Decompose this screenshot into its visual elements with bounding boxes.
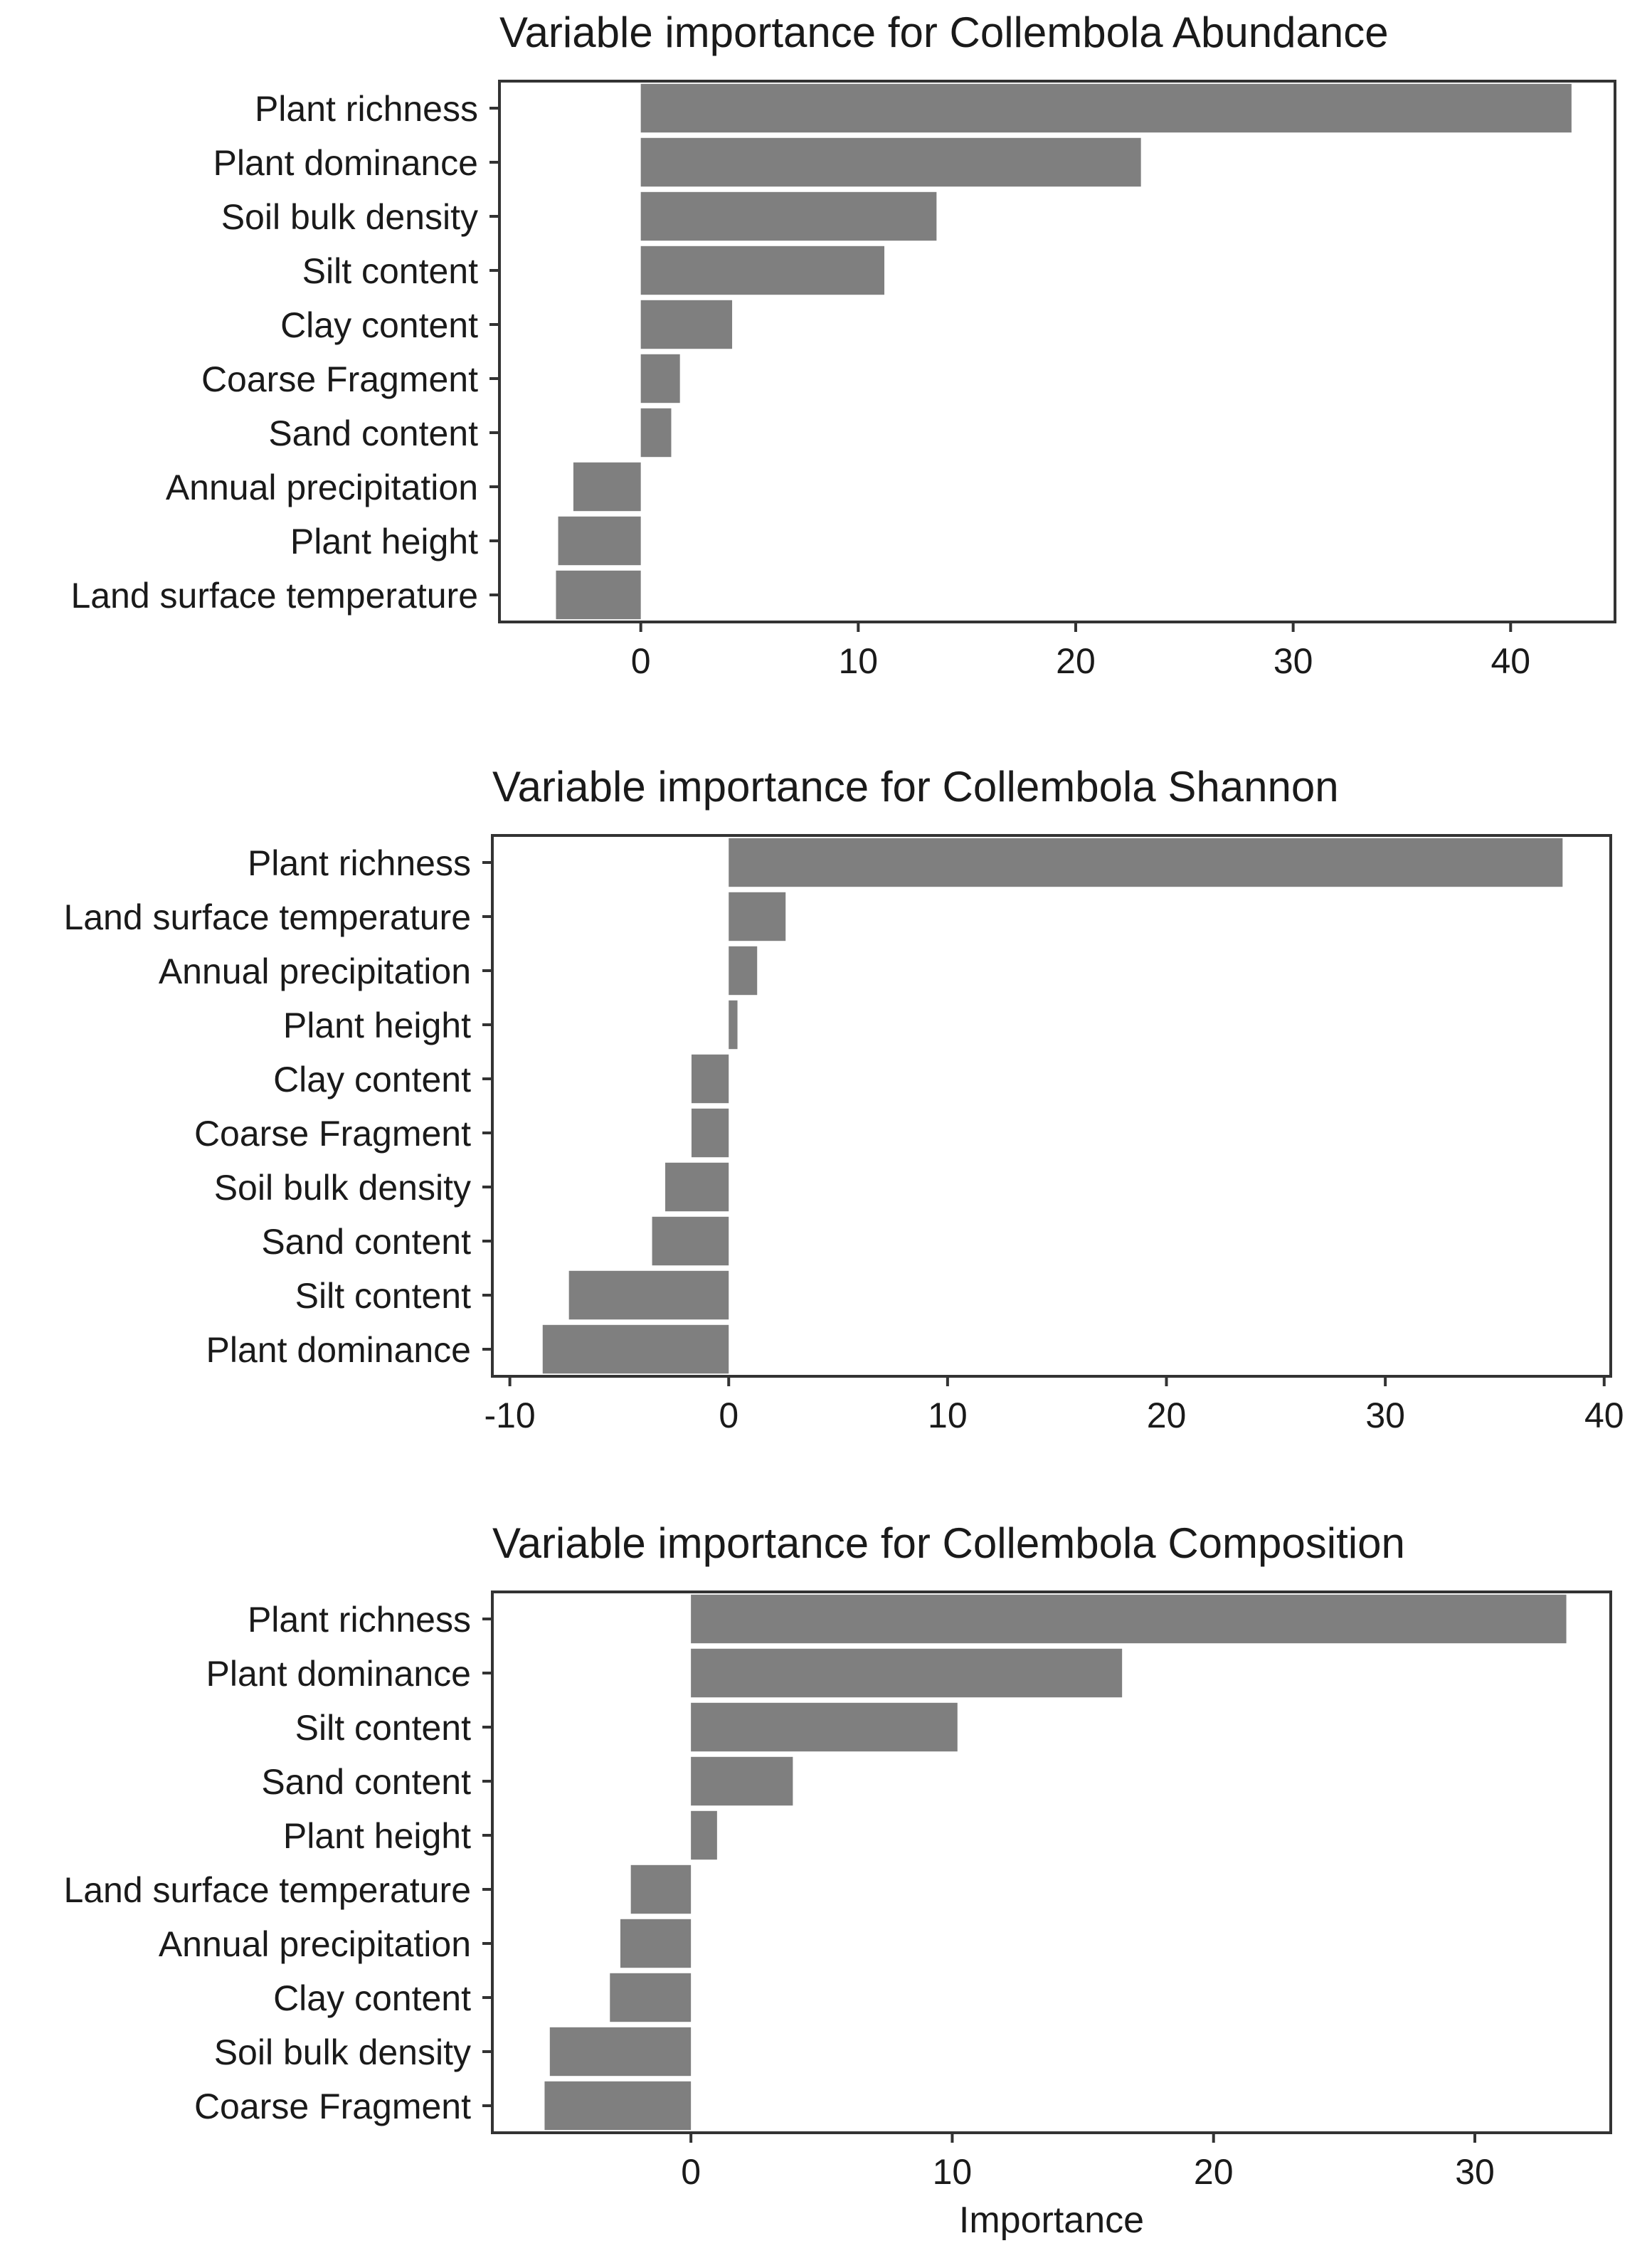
bar <box>691 1810 717 1860</box>
y-tick-label: Sand content <box>261 1762 471 1802</box>
x-tick-label: 10 <box>933 2152 973 2192</box>
x-tick-label: 10 <box>928 1396 968 1435</box>
x-tick-label: 0 <box>681 2152 701 2192</box>
y-tick-label: Coarse Fragment <box>201 359 478 399</box>
y-tick-label: Plant dominance <box>206 1654 471 1694</box>
y-tick-label: Soil bulk density <box>221 197 478 237</box>
x-tick-label: 30 <box>1274 641 1313 681</box>
plot-frame <box>491 834 1612 1378</box>
x-tick-label: 20 <box>1147 1396 1187 1435</box>
x-tick-label: 0 <box>631 641 651 681</box>
bar <box>549 2027 692 2077</box>
bar <box>691 1648 1123 1698</box>
y-tick-label: Sand content <box>268 413 478 453</box>
y-tick-label: Silt content <box>295 1276 471 1316</box>
plot-frame <box>491 1590 1612 2134</box>
bar <box>729 946 758 996</box>
x-tick-label: 10 <box>839 641 879 681</box>
bar <box>620 1919 692 1968</box>
x-tick-label: 0 <box>719 1396 738 1435</box>
bar <box>556 570 641 620</box>
y-tick-label: Annual precipitation <box>159 951 471 991</box>
y-tick-label: Plant height <box>283 1006 471 1045</box>
bar <box>544 2081 692 2131</box>
y-tick-label: Clay content <box>280 305 478 345</box>
bar <box>542 1324 729 1374</box>
y-tick-label: Clay content <box>273 1060 471 1099</box>
bar <box>640 191 937 241</box>
x-tick-label: -10 <box>484 1396 535 1435</box>
bar <box>640 300 733 349</box>
y-tick-label: Annual precipitation <box>159 1924 471 1964</box>
y-tick-label: Clay content <box>273 1978 471 2018</box>
bar <box>652 1216 729 1266</box>
x-tick-label: 40 <box>1584 1396 1624 1435</box>
bar <box>640 246 885 295</box>
y-tick-label: Silt content <box>295 1708 471 1748</box>
bar <box>640 408 672 458</box>
y-tick-label: Soil bulk density <box>214 1168 471 1208</box>
y-tick-label: Land surface temperature <box>70 576 478 616</box>
bar <box>729 892 786 941</box>
chart-title: Variable importance for Collembola Compo… <box>492 1519 1405 1567</box>
plot-frame <box>498 80 1616 623</box>
y-tick-label: Plant dominance <box>213 143 478 183</box>
y-tick-label: Silt content <box>302 251 478 291</box>
bar <box>640 83 1572 133</box>
chart-title: Variable importance for Collembola Abund… <box>499 9 1389 56</box>
y-tick-label: Plant richness <box>248 843 471 883</box>
y-tick-label: Coarse Fragment <box>194 2086 471 2126</box>
bar <box>568 1270 729 1320</box>
x-tick-label: 30 <box>1455 2152 1495 2192</box>
y-tick-label: Plant richness <box>255 89 478 129</box>
x-tick-label: 40 <box>1490 641 1530 681</box>
bar <box>630 1864 692 1914</box>
bar <box>573 462 641 512</box>
y-tick-label: Land surface temperature <box>63 897 471 937</box>
y-tick-label: Land surface temperature <box>63 1870 471 1910</box>
x-tick-label: 20 <box>1056 641 1096 681</box>
x-axis-label: Importance <box>959 2200 1144 2241</box>
chart-panel-2: Variable importance for Collembola Shann… <box>63 763 1624 1435</box>
chart-title: Variable importance for Collembola Shann… <box>492 763 1339 811</box>
y-tick-label: Plant richness <box>248 1600 471 1640</box>
bar <box>729 838 1563 887</box>
bar <box>610 1973 692 2022</box>
x-tick-label: 20 <box>1194 2152 1234 2192</box>
y-tick-label: Plant dominance <box>206 1330 471 1370</box>
bar <box>640 137 1141 187</box>
y-tick-label: Plant height <box>283 1816 471 1856</box>
y-tick-label: Sand content <box>261 1222 471 1262</box>
bar <box>665 1162 729 1212</box>
y-tick-label: Coarse Fragment <box>194 1114 471 1154</box>
bar <box>691 1702 958 1752</box>
y-tick-label: Soil bulk density <box>214 2032 471 2072</box>
x-tick-label: 30 <box>1365 1396 1405 1435</box>
bar <box>729 1000 738 1050</box>
chart-panel-3: Variable importance for Collembola Compo… <box>63 1519 1612 2241</box>
bar <box>691 1756 793 1806</box>
bar <box>691 1108 729 1158</box>
y-tick-label: Plant height <box>290 522 478 561</box>
bar <box>691 1054 729 1104</box>
bar <box>558 516 641 566</box>
bar <box>691 1594 1567 1644</box>
bar <box>640 354 680 403</box>
y-tick-label: Annual precipitation <box>166 468 478 507</box>
chart-panel-1: Variable importance for Collembola Abund… <box>70 9 1616 681</box>
